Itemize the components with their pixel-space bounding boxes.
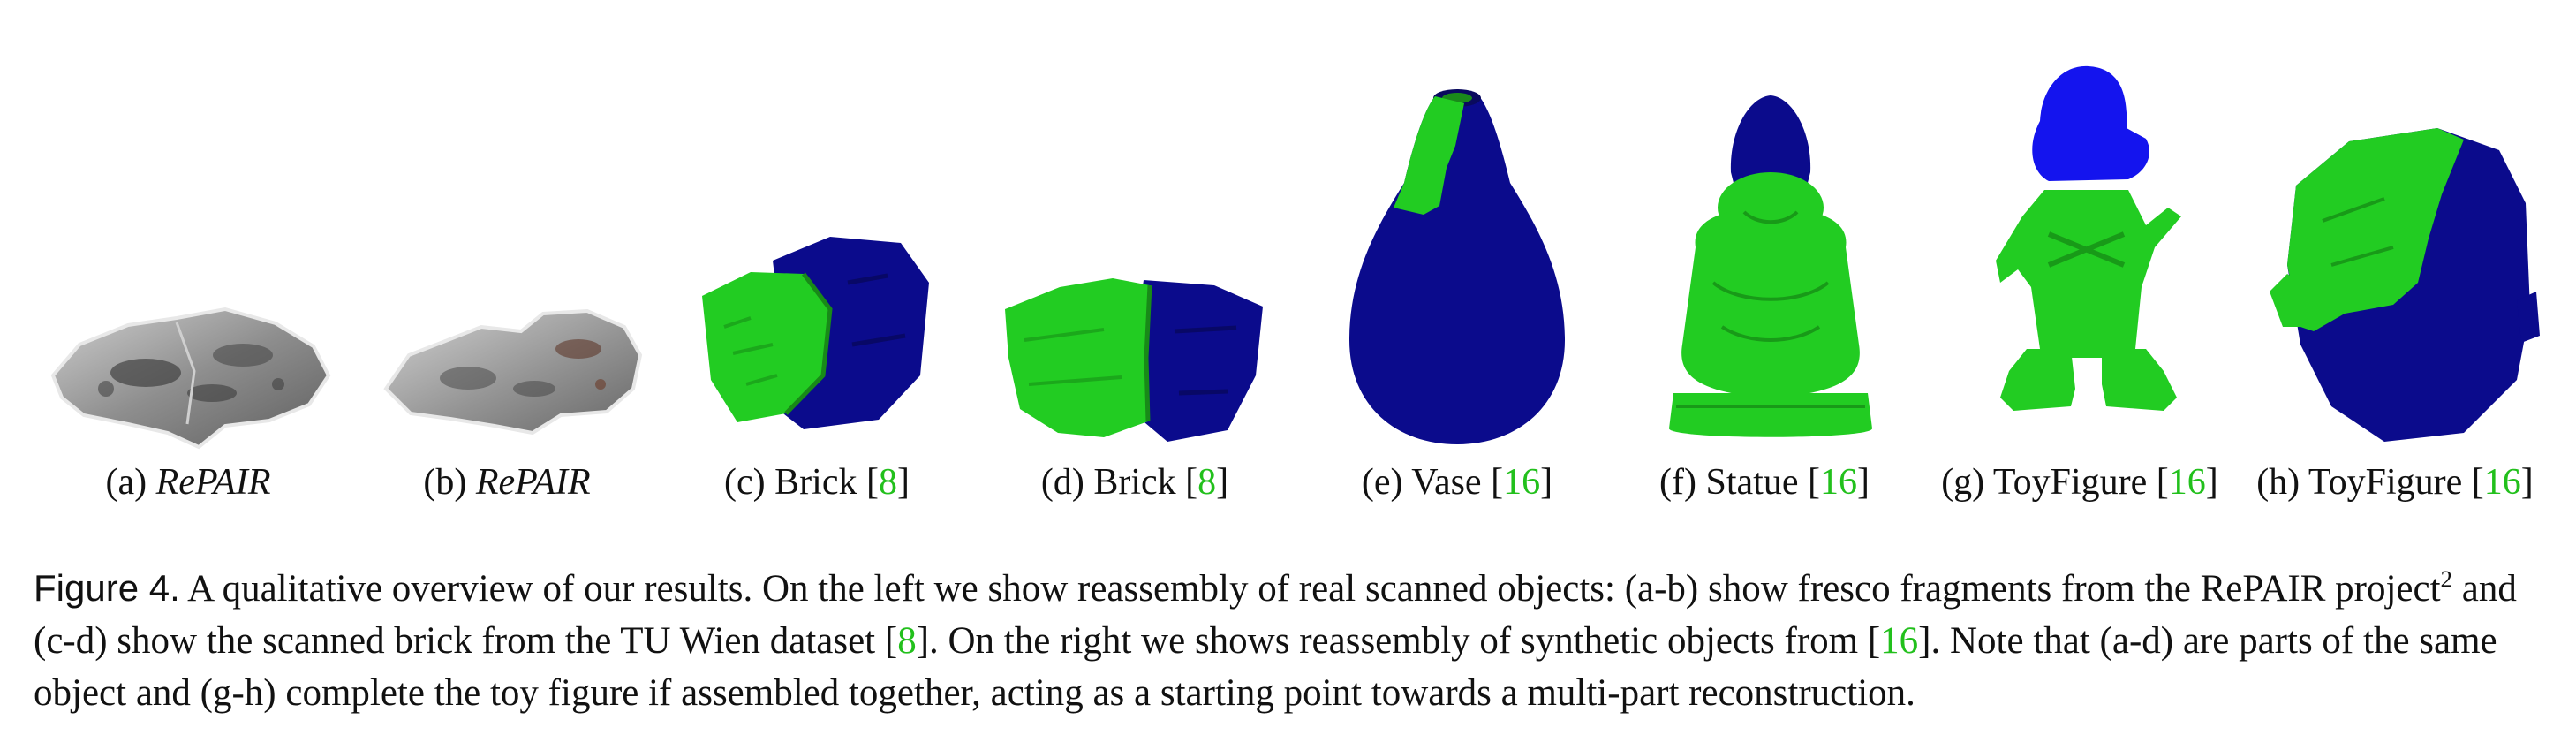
statue-render-f [1669, 95, 1872, 437]
footnote-marker[interactable]: 2 [2440, 565, 2453, 593]
brick-render-d [1005, 278, 1263, 442]
citation-link[interactable]: 16 [1880, 620, 1919, 662]
subcaption-a: (a) RePAIR [105, 462, 271, 503]
subcaption-b: (b) RePAIR [423, 462, 591, 503]
citation-link[interactable]: 8 [878, 462, 897, 503]
vase-render-e [1349, 89, 1565, 444]
fresco-render-b [383, 308, 643, 436]
subcaption-c: (c) Brick [8] [724, 462, 910, 503]
citation-link[interactable]: 8 [1197, 462, 1217, 503]
citation-link[interactable]: 16 [2483, 462, 2521, 503]
toyfigure-render-h [2270, 128, 2540, 442]
citation-link[interactable]: 16 [1503, 462, 1541, 503]
citation-link[interactable]: 16 [1819, 462, 1857, 503]
brick-render-c [702, 237, 929, 429]
subcaption-e: (e) Vase [16] [1361, 462, 1553, 503]
subcaption-f: (f) Statue [16] [1659, 462, 1870, 503]
citation-link[interactable]: 8 [897, 620, 917, 662]
figure-label: Figure 4. [34, 567, 180, 609]
fresco-render-a [50, 307, 331, 450]
figure-image-row [50, 65, 2540, 450]
subcaption-d: (d) Brick [8] [1040, 462, 1229, 503]
subcaption-g: (g) ToyFigure [16] [1941, 462, 2218, 503]
toyfigure-render-g [1996, 65, 2181, 411]
figure-caption: Figure 4. A qualitative overview of our … [34, 565, 2517, 714]
citation-link[interactable]: 16 [2168, 462, 2206, 503]
subcaption-h: (h) ToyFigure [16] [2256, 462, 2534, 503]
